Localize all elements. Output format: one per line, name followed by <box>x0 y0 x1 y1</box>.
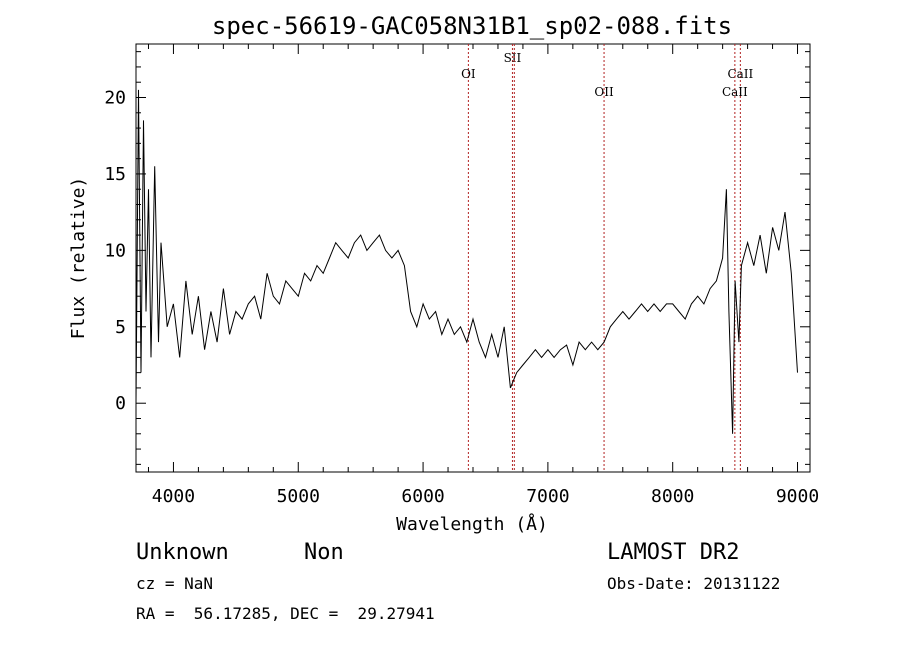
plot-frame <box>135 43 811 473</box>
y-tick-label: 20 <box>104 88 126 109</box>
object-class: Unknown <box>136 540 229 565</box>
spectral-line-markers: OI SII OII CaII CaII <box>461 44 754 472</box>
line-label-oi: OI <box>461 67 476 81</box>
axis-ticks: 4000 5000 6000 7000 8000 9000 0 5 10 15 20 <box>104 44 819 507</box>
line-label-caii: CaII <box>722 85 748 99</box>
line-label-sii: SII <box>504 51 522 65</box>
x-tick-label: 7000 <box>526 486 569 507</box>
y-axis-label: Flux (relative) <box>68 177 89 340</box>
coordinates: RA = 56.17285, DEC = 29.27941 <box>136 604 435 623</box>
survey-name: LAMOST DR2 <box>607 540 740 565</box>
x-tick-label: 5000 <box>277 486 320 507</box>
x-tick-label: 8000 <box>651 486 694 507</box>
y-tick-label: 10 <box>104 240 126 261</box>
y-tick-label: 0 <box>115 393 126 414</box>
spectrum-chart: spec-56619-GAC058N31B1_sp02-088.fits OI S… <box>68 12 819 535</box>
chart-title: spec-56619-GAC058N31B1_sp02-088.fits <box>212 12 732 40</box>
obs-date: Obs-Date: 20131122 <box>607 574 781 593</box>
flux-series <box>135 89 798 434</box>
x-axis-label: Wavelength (Å) <box>396 513 548 535</box>
x-tick-label: 9000 <box>776 486 819 507</box>
line-label-oii: OII <box>594 85 614 99</box>
redshift-text: cz = NaN <box>136 574 214 593</box>
y-tick-label: 5 <box>115 317 126 338</box>
object-subclass: Non <box>304 540 344 565</box>
x-tick-label: 4000 <box>152 486 195 507</box>
y-tick-label: 15 <box>104 164 126 185</box>
flux-line <box>135 89 798 434</box>
line-label-caii: CaII <box>727 67 753 81</box>
x-tick-label: 6000 <box>401 486 444 507</box>
